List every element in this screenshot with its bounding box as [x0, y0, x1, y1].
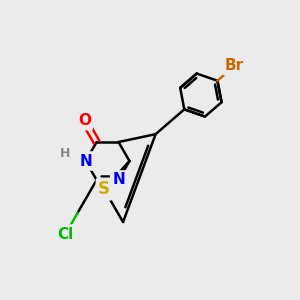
Text: N: N — [79, 154, 92, 169]
Text: H: H — [60, 147, 70, 160]
Text: N: N — [112, 172, 125, 188]
Text: O: O — [78, 113, 91, 128]
Text: Cl: Cl — [57, 226, 74, 242]
Text: Br: Br — [225, 58, 244, 74]
Text: S: S — [98, 180, 110, 198]
